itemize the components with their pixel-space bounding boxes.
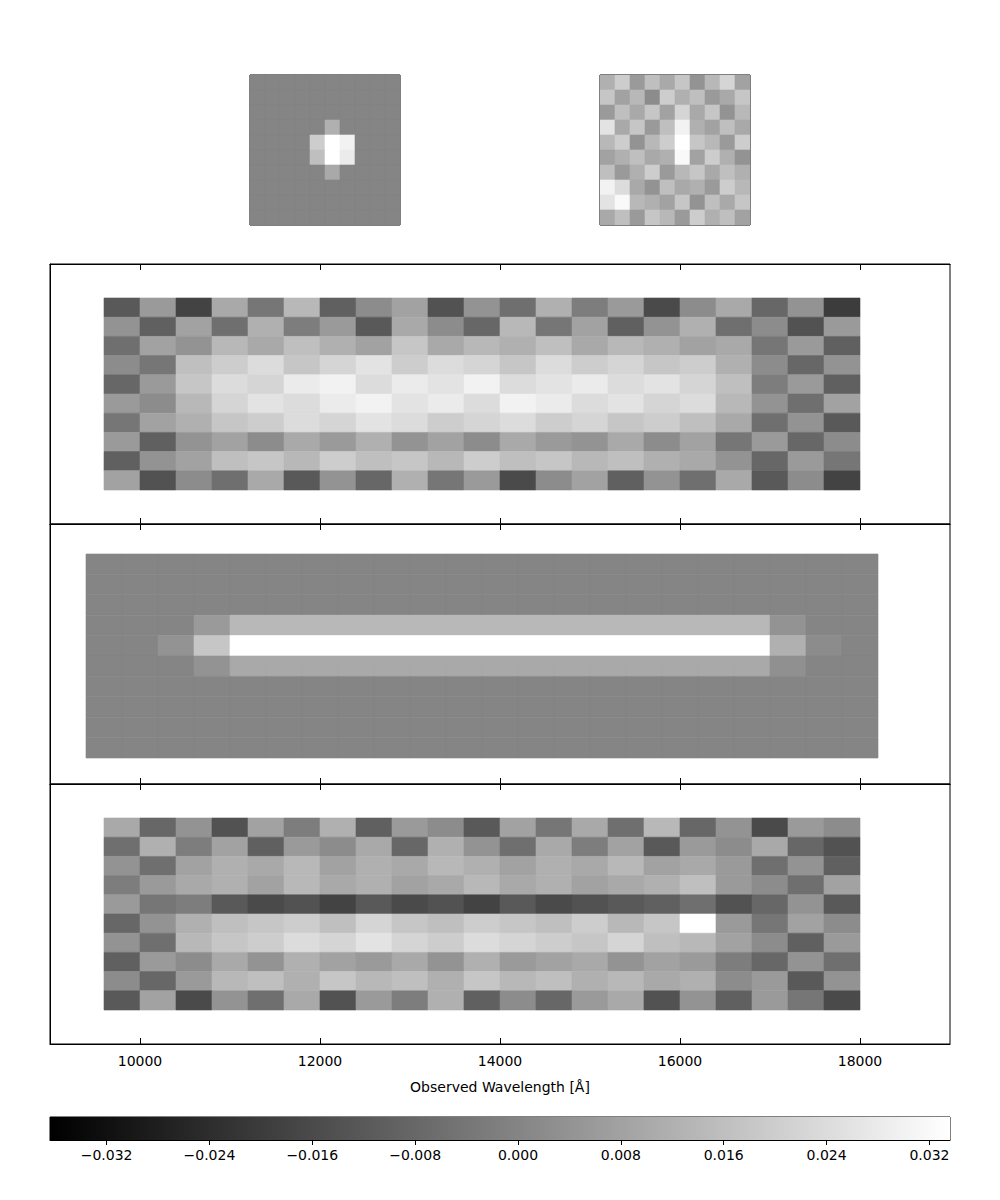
svg-text:18000: 18000 (838, 1053, 883, 1069)
svg-text:0.024: 0.024 (807, 1147, 847, 1163)
svg-text:0.032: 0.032 (909, 1147, 949, 1163)
svg-text:−0.008: −0.008 (389, 1147, 441, 1163)
svg-text:0.016: 0.016 (704, 1147, 744, 1163)
svg-text:10000: 10000 (118, 1053, 163, 1069)
svg-text:−0.016: −0.016 (286, 1147, 338, 1163)
svg-text:0.000: 0.000 (498, 1147, 538, 1163)
svg-text:0.008: 0.008 (601, 1147, 641, 1163)
svg-text:−0.032: −0.032 (81, 1147, 133, 1163)
svg-text:14000: 14000 (478, 1053, 523, 1069)
svg-text:−0.024: −0.024 (184, 1147, 236, 1163)
svg-text:16000: 16000 (658, 1053, 703, 1069)
svg-text:12000: 12000 (298, 1053, 343, 1069)
svg-text:Observed Wavelength [Å]: Observed Wavelength [Å] (410, 1079, 590, 1095)
